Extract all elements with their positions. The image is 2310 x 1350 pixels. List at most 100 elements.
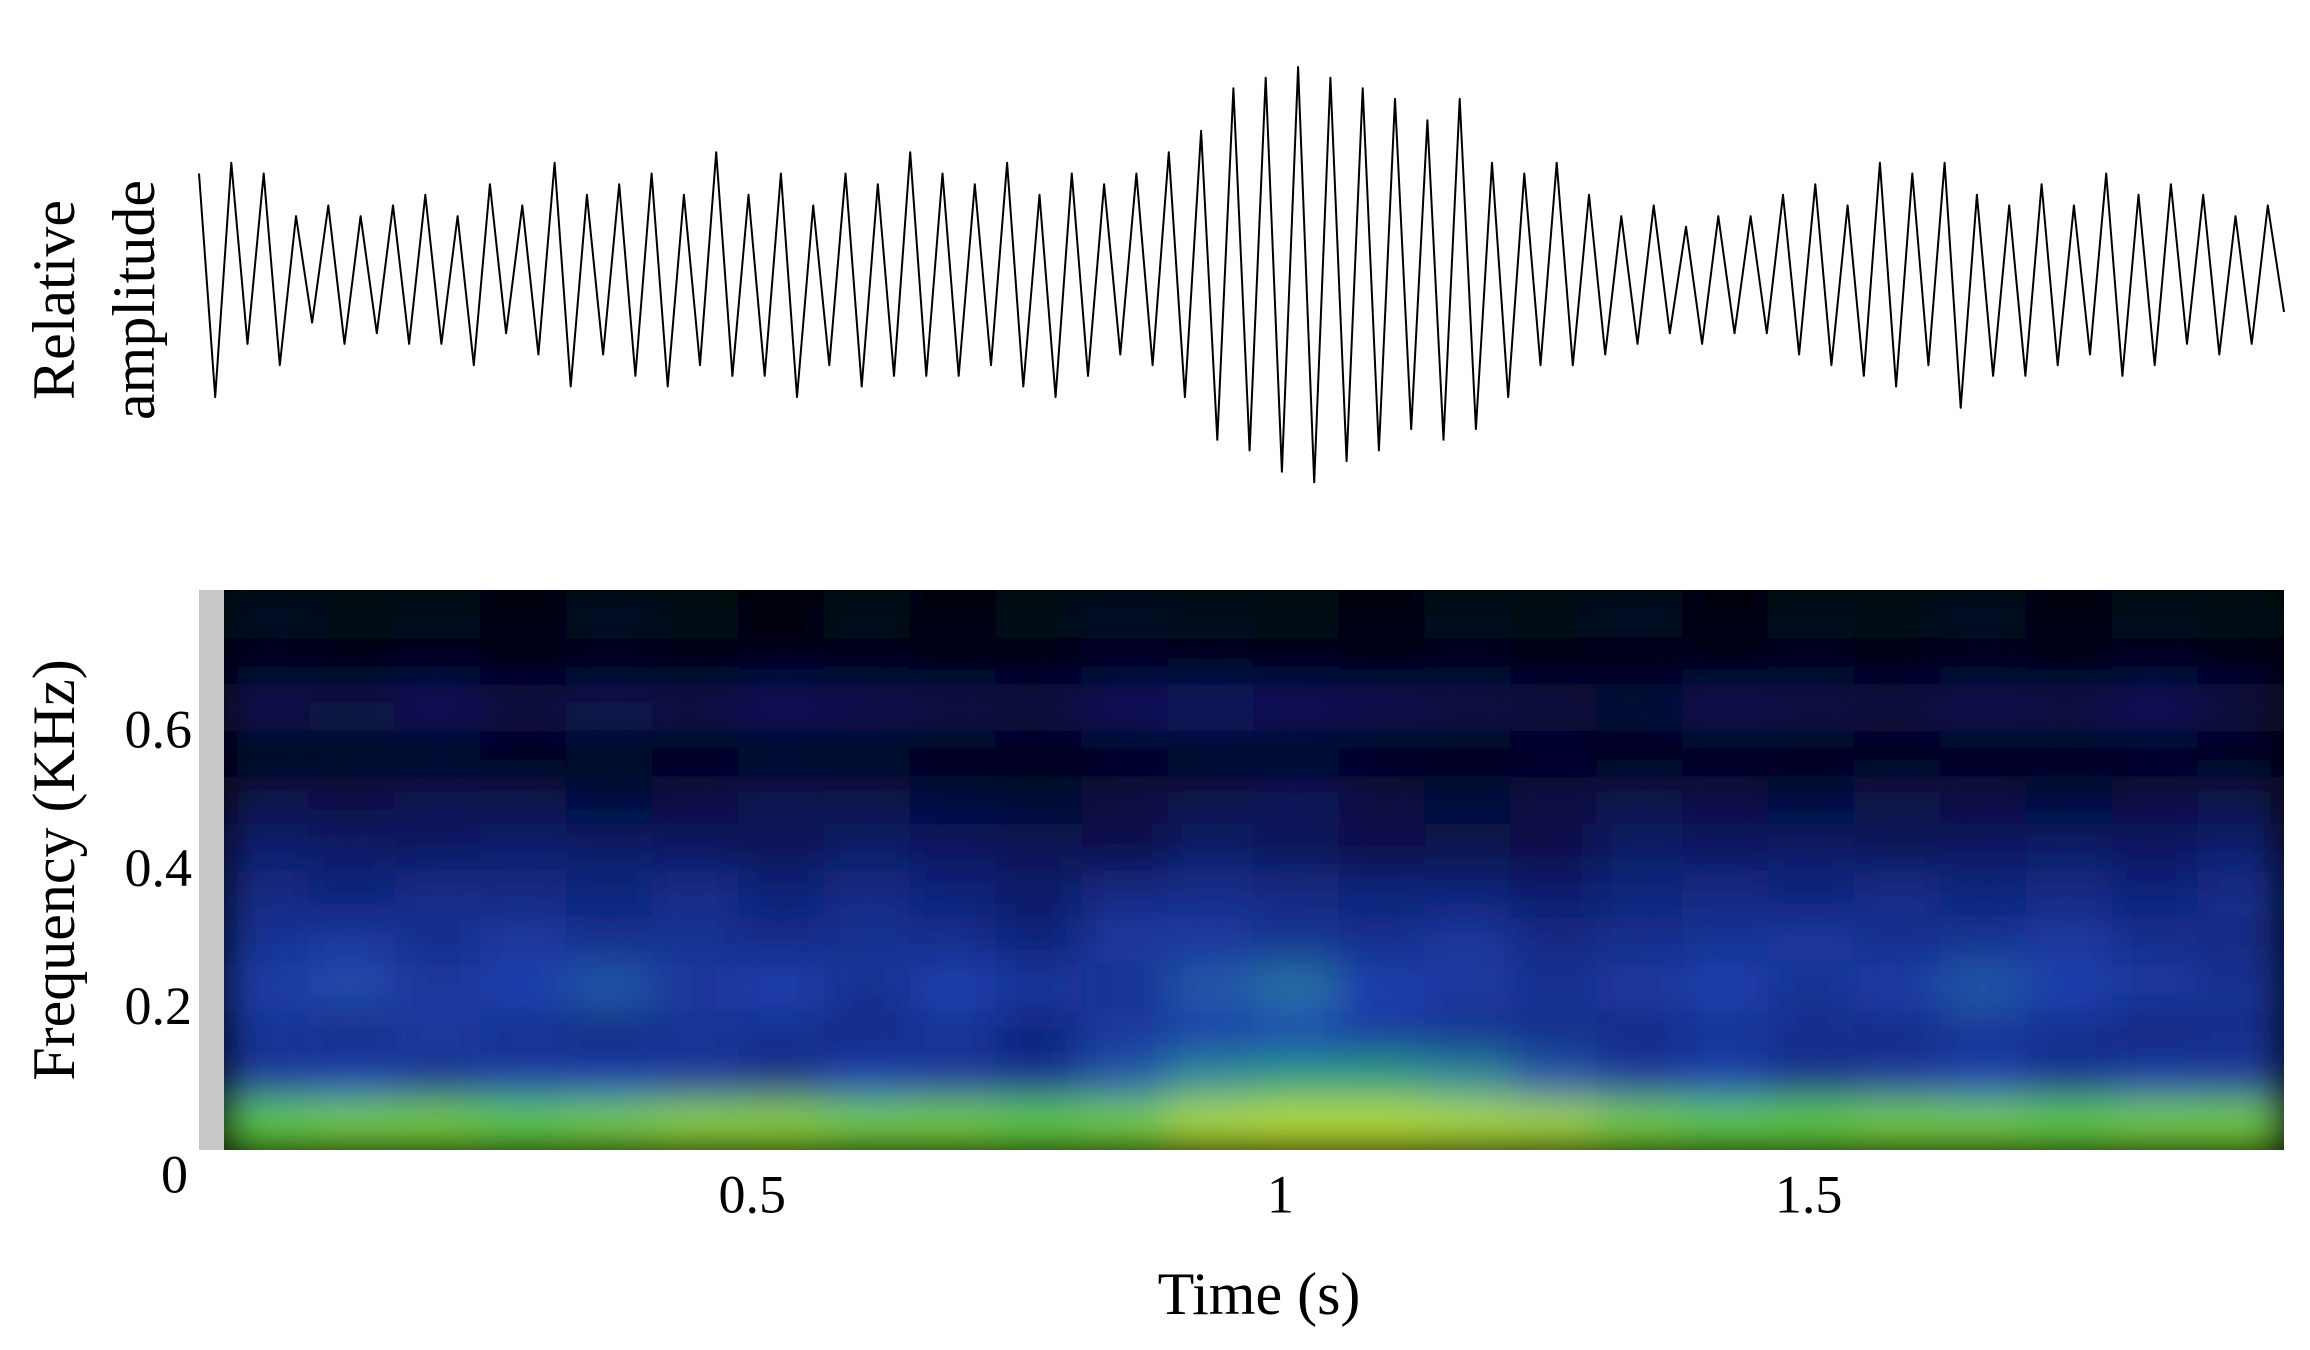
heat-cell <box>1768 775 1856 825</box>
heat-cell <box>1167 822 1255 871</box>
heat-cell <box>909 822 998 871</box>
heat-cell <box>995 1102 1084 1150</box>
heat-cell <box>1510 729 1599 778</box>
heat-cell <box>1081 590 1170 638</box>
heat-cell <box>652 775 740 825</box>
heat-cell <box>1167 962 1255 1011</box>
heat-cell <box>2025 775 2114 825</box>
heat-cell <box>1768 962 1856 1011</box>
heat-cell <box>2025 822 2114 871</box>
y-label-line: Relative <box>21 200 87 400</box>
heat-cell <box>1853 775 1942 825</box>
heat-cell <box>995 1055 1084 1105</box>
heat-cell <box>2111 915 2200 965</box>
heat-cell <box>1682 682 1770 731</box>
heat-cell <box>1939 1009 2028 1058</box>
heat-cell <box>1596 1009 1685 1058</box>
heat-cell <box>480 1055 569 1105</box>
heat-cell <box>480 590 569 638</box>
heat-cell <box>1596 682 1685 731</box>
y-label-line: amplitude <box>101 180 167 420</box>
heat-cell <box>2197 775 2284 825</box>
heat-cell <box>224 635 311 685</box>
heat-cell <box>1596 869 1685 918</box>
heat-cell <box>1768 1009 1856 1058</box>
heat-cell <box>1424 682 1513 731</box>
heat-cell <box>1081 869 1170 918</box>
heat-cell <box>995 915 1084 965</box>
heat-cell <box>1682 869 1770 918</box>
heat-cell <box>1253 775 1341 825</box>
heat-cell <box>2025 729 2114 778</box>
heat-cell <box>1510 822 1599 871</box>
heat-cell <box>1768 822 1856 871</box>
heat-cell <box>1939 682 2028 731</box>
heat-cell <box>1596 915 1685 965</box>
heat-cell <box>566 682 655 731</box>
heat-cell <box>823 1009 912 1058</box>
heat-cell <box>823 635 912 685</box>
heat-cell <box>1253 1102 1341 1150</box>
heat-cell <box>2197 1009 2284 1058</box>
heat-cell <box>652 635 740 685</box>
heat-cell <box>394 1102 483 1150</box>
heat-cell <box>909 635 998 685</box>
heat-cell <box>1939 962 2028 1011</box>
heat-cell <box>909 915 998 965</box>
heat-cell <box>566 775 655 825</box>
heat-cell <box>1081 915 1170 965</box>
heat-cell <box>394 682 483 731</box>
heat-cell <box>1424 915 1513 965</box>
heat-cell <box>1682 962 1770 1011</box>
heat-cell <box>823 775 912 825</box>
heat-cell <box>1338 962 1427 1011</box>
heat-cell <box>480 1102 569 1150</box>
heat-cell <box>480 729 569 778</box>
heat-cell <box>1939 729 2028 778</box>
heat-cell <box>566 590 655 638</box>
heat-cell <box>1510 869 1599 918</box>
heat-cell <box>394 1055 483 1105</box>
heat-cell <box>224 962 311 1011</box>
heat-cell <box>1853 1102 1942 1150</box>
heat-cell <box>480 682 569 731</box>
heat-cell <box>1338 822 1427 871</box>
heat-cell <box>1338 1009 1427 1058</box>
heat-cell <box>823 729 912 778</box>
heat-cell <box>1768 915 1856 965</box>
heat-cell <box>1081 729 1170 778</box>
heat-cell <box>480 1009 569 1058</box>
heat-cell <box>1253 682 1341 731</box>
heat-cell <box>394 1009 483 1058</box>
heat-cell <box>1682 1009 1770 1058</box>
heat-cell <box>1253 962 1341 1011</box>
heat-cell <box>909 590 998 638</box>
heat-cell <box>566 822 655 871</box>
heat-cell <box>394 822 483 871</box>
heat-cell <box>1424 729 1513 778</box>
heat-cell <box>823 1102 912 1150</box>
heat-cell <box>308 1009 397 1058</box>
heat-cell <box>2111 962 2200 1011</box>
heat-cell <box>995 962 1084 1011</box>
heat-cell <box>1939 869 2028 918</box>
y-tick-label: 0.2 <box>125 976 193 1036</box>
heat-cell <box>1081 635 1170 685</box>
heat-cell <box>909 682 998 731</box>
heat-cell <box>2111 1055 2200 1105</box>
heat-cell <box>1338 682 1427 731</box>
heat-cell <box>224 1102 311 1150</box>
heat-cell <box>2025 869 2114 918</box>
heat-cell <box>652 869 740 918</box>
heat-cell <box>308 869 397 918</box>
heat-cell <box>1253 1055 1341 1105</box>
heat-cell <box>1853 635 1942 685</box>
axis-strip <box>199 590 224 1150</box>
heat-cell <box>1768 635 1856 685</box>
heat-cell <box>1853 962 1942 1011</box>
heat-cell <box>1682 1055 1770 1105</box>
heat-cell <box>738 1102 826 1150</box>
heat-cell <box>2197 590 2284 638</box>
heat-cell <box>1424 590 1513 638</box>
heat-cell <box>1939 590 2028 638</box>
